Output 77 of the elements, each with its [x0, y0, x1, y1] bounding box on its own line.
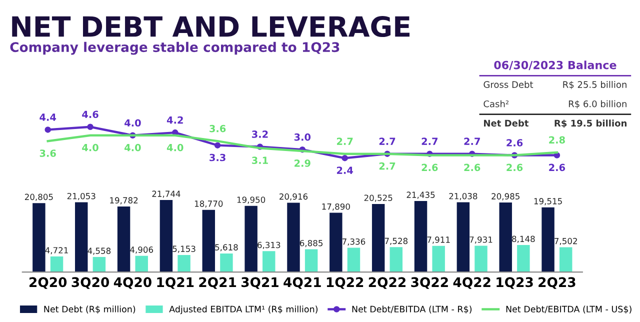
- data-label: 2.7: [422, 138, 438, 145]
- data-label: 21,038: [449, 192, 478, 200]
- data-label: 7,911: [427, 236, 450, 244]
- data-label: 4,558: [88, 248, 111, 255]
- data-label: 6,313: [258, 242, 280, 249]
- x-tick-label: 1Q23: [496, 277, 533, 289]
- x-tick-label: 4Q21: [284, 277, 321, 289]
- text: Gross Debt: [484, 80, 534, 88]
- data-label: 4.0: [124, 119, 141, 127]
- x-tick-label: 1Q22: [326, 277, 364, 289]
- data-label: 2.6: [549, 164, 566, 172]
- data-label: 4,906: [130, 246, 154, 254]
- annotation: R$ 19.5 billion: [554, 120, 626, 128]
- data-label: 2.6: [464, 164, 480, 172]
- data-label: 19,515: [534, 198, 562, 206]
- data-label: 4.2: [166, 116, 183, 124]
- data-label: 2.7: [379, 138, 396, 145]
- legend-label: Adjusted EBITDA LTM¹ (R$ million): [169, 306, 318, 314]
- data-label: 21,744: [152, 190, 180, 198]
- data-label: 5,618: [215, 244, 238, 252]
- data-label: 7,336: [342, 238, 366, 246]
- legend-label: Net Debt/EBITDA (LTM - R$): [352, 306, 472, 314]
- data-label: 2.6: [506, 164, 523, 172]
- data-label: 4.6: [82, 110, 98, 118]
- chart-title: NET DEBT AND LEVERAGE: [12, 16, 410, 38]
- text: Net Debt: [484, 120, 529, 127]
- data-label: 4.0: [82, 144, 98, 152]
- data-label: 4.0: [166, 144, 184, 152]
- x-tick-label: 3Q21: [241, 277, 278, 289]
- x-tick-label: 4Q22: [453, 277, 490, 289]
- data-label: 18,770: [194, 200, 223, 208]
- legend-label: Net Debt/EBITDA (LTM - US$): [506, 306, 632, 314]
- data-label: 2.8: [549, 136, 565, 144]
- data-label: 2.7: [379, 162, 396, 170]
- data-label: 8,148: [512, 236, 535, 243]
- data-label: 3.6: [210, 124, 226, 132]
- data-label: 2.7: [464, 138, 480, 145]
- data-label: 20,916: [280, 193, 308, 201]
- x-tick-label: 3Q22: [411, 277, 448, 289]
- data-label: 3.6: [40, 150, 56, 157]
- legend-label: Net Debt (R$ million): [44, 306, 136, 314]
- data-label: 2.6: [422, 164, 438, 172]
- data-label: 2.6: [506, 139, 523, 146]
- x-tick-label: 2Q23: [538, 277, 576, 289]
- data-label: 20,525: [364, 194, 392, 202]
- text: Cash²: [484, 100, 509, 108]
- data-label: 2.7: [336, 138, 353, 145]
- data-label: 19,950: [237, 196, 266, 204]
- data-label: 17,890: [322, 203, 350, 211]
- data-label: 4.0: [124, 144, 141, 152]
- data-label: 20,805: [24, 194, 53, 201]
- text: R$ 6.0 billion: [568, 100, 626, 108]
- data-label: 21,053: [67, 192, 96, 200]
- data-label: 7,931: [470, 236, 492, 244]
- text: R$ 25.5 billion: [563, 80, 626, 90]
- data-label: 7,528: [384, 238, 408, 245]
- data-label: 2.9: [294, 160, 310, 167]
- data-label: 6,885: [300, 240, 323, 248]
- x-tick-label: 2Q22: [368, 277, 406, 289]
- text: 06/30/2023 Balance: [494, 60, 616, 70]
- data-label: 19,782: [110, 197, 138, 204]
- data-label: 20,985: [492, 193, 520, 200]
- data-label: 5,153: [172, 246, 196, 253]
- x-tick-label: 4Q20: [114, 277, 152, 289]
- data-label: 2.4: [336, 166, 353, 174]
- x-tick-label: 1Q21: [157, 277, 194, 289]
- data-label: 3.2: [252, 130, 268, 138]
- data-label: 7,502: [554, 238, 577, 246]
- data-label: 3.3: [210, 154, 226, 162]
- data-label: 3.0: [294, 133, 311, 141]
- x-tick-label: 3Q20: [72, 277, 110, 289]
- data-label: 21,435: [406, 192, 435, 199]
- x-tick-label: 2Q21: [199, 277, 236, 289]
- data-label: 3.1: [252, 156, 268, 164]
- x-tick-label: 2Q20: [30, 277, 67, 289]
- chart-subtitle: Company leverage stable compared to 1Q23: [10, 42, 340, 55]
- data-label: 4.4: [40, 114, 56, 121]
